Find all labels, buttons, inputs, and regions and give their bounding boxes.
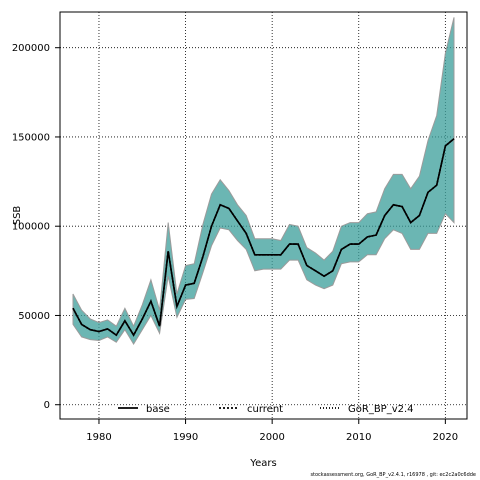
- confidence-band-area: [72, 17, 455, 345]
- series-line-current: [72, 138, 455, 337]
- series-lines: [72, 138, 455, 337]
- x-tick-label: 2000: [259, 432, 284, 443]
- y-tick-label: 150000: [12, 132, 50, 143]
- confidence-band: [72, 17, 455, 345]
- y-tick-label: 200000: [12, 43, 50, 54]
- axis-ticks: 1980 1990 2000 2010 2020 0 50000 100000 150000 20…: [12, 43, 458, 443]
- y-tick-label: 100000: [12, 222, 50, 233]
- x-axis-label: Years: [249, 458, 276, 469]
- x-tick-label: 2020: [433, 432, 458, 443]
- legend: base current GoR_BP_v2.4: [118, 404, 414, 415]
- plot-frame: [59, 11, 468, 420]
- x-tick-label: 2010: [346, 432, 371, 443]
- series-line-gor-bp-v2-4: [72, 138, 455, 337]
- y-axis-label: SSB: [12, 206, 23, 226]
- series-line-base: [72, 138, 455, 337]
- y-tick-label: 50000: [18, 311, 50, 322]
- legend-label: GoR_BP_v2.4: [348, 404, 414, 415]
- legend-label: base: [146, 404, 170, 415]
- x-tick-label: 1980: [86, 432, 111, 443]
- y-tick-label: 0: [44, 400, 50, 411]
- legend-label: current: [247, 404, 283, 415]
- x-tick-label: 1990: [173, 432, 198, 443]
- footer-credit: stockassessment.org, GoR_BP_v2.4.1, r169…: [310, 472, 476, 478]
